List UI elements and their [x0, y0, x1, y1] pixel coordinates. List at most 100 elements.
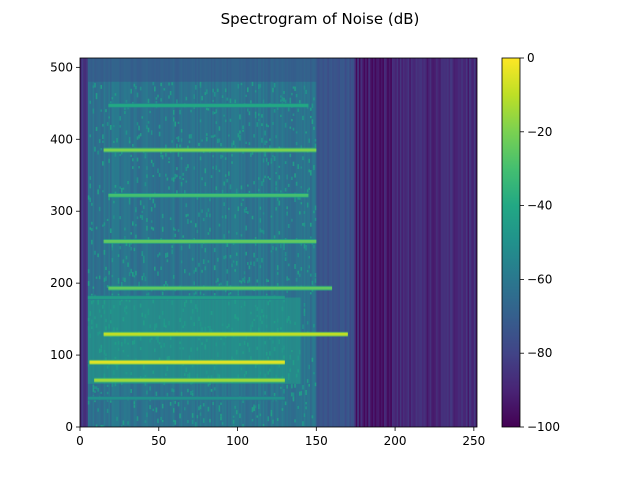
heatmap-speckle: [182, 172, 185, 176]
heatmap-speckle: [188, 272, 191, 276]
heatmap-speckle: [160, 266, 163, 270]
heatmap-speckle: [206, 107, 209, 111]
heatmap-speckle: [122, 187, 125, 190]
y-tick-label: 200: [50, 276, 73, 290]
heatmap-speckle: [100, 109, 103, 112]
heatmap-speckle: [187, 420, 190, 424]
heatmap-speckle: [98, 275, 102, 280]
heatmap-speckle: [146, 293, 149, 297]
heatmap-speckle: [183, 407, 187, 411]
heatmap-speckle: [264, 175, 267, 179]
heatmap-speckle: [91, 293, 94, 297]
heatmap-speckle: [262, 99, 265, 104]
heatmap-column: [102, 58, 105, 427]
heatmap-speckle: [232, 424, 235, 427]
heatmap-speckle: [286, 384, 289, 389]
heatmap-column: [86, 58, 89, 427]
heatmap-speckle: [124, 277, 127, 283]
heatmap-speckle: [125, 99, 128, 103]
heatmap-speckle: [94, 400, 97, 403]
heatmap-speckle: [174, 121, 177, 127]
heatmap-speckle: [106, 391, 109, 395]
heatmap-speckle: [308, 169, 311, 173]
heatmap-speckle: [246, 87, 250, 93]
heatmap-speckle: [313, 164, 316, 168]
heatmap-speckle: [150, 226, 154, 230]
heatmap-speckle: [136, 136, 139, 140]
heatmap-speckle: [195, 223, 198, 228]
heatmap-speckle: [259, 218, 262, 223]
tonal-line: [94, 378, 285, 382]
heatmap-speckle: [259, 228, 262, 233]
heatmap-speckle: [256, 279, 259, 283]
heatmap-speckle: [114, 152, 117, 157]
heatmap-speckle: [152, 81, 155, 86]
heatmap-column: [473, 58, 477, 427]
heatmap-speckle: [272, 87, 275, 93]
heatmap-speckle: [183, 190, 187, 196]
heatmap-speckle: [212, 135, 215, 138]
heatmap-speckle: [310, 273, 313, 277]
heatmap-column: [470, 58, 473, 427]
heatmap-speckle: [95, 126, 98, 131]
x-tick-label: 150: [305, 434, 328, 448]
x-tick-label: 50: [151, 434, 166, 448]
heatmap-speckle: [131, 166, 135, 169]
heatmap-speckle: [240, 185, 243, 190]
heatmap-speckle: [280, 190, 283, 193]
heatmap-speckle: [218, 223, 221, 227]
heatmap-speckle: [111, 382, 114, 387]
heatmap-speckle: [270, 158, 273, 162]
heatmap-speckle: [253, 406, 256, 412]
heatmap-speckle: [278, 165, 281, 168]
heatmap-speckle: [297, 270, 300, 275]
x-tick-label: 0: [76, 434, 84, 448]
heatmap-column: [436, 58, 439, 427]
heatmap-column: [431, 58, 434, 427]
heatmap-speckle: [302, 421, 305, 425]
heatmap-speckle: [155, 407, 158, 413]
heatmap-column: [396, 58, 399, 427]
heatmap-speckle: [245, 206, 248, 211]
heatmap-column: [346, 58, 349, 427]
heatmap-speckle: [287, 106, 291, 112]
heatmap-speckle: [245, 251, 248, 256]
heatmap-speckle: [157, 94, 160, 98]
heatmap-speckle: [138, 281, 141, 287]
heatmap-speckle: [127, 262, 130, 267]
heatmap-speckle: [284, 237, 287, 241]
heatmap-column: [395, 58, 398, 427]
heatmap-speckle: [213, 111, 217, 115]
heatmap-column: [316, 58, 319, 427]
heatmap-speckle: [213, 134, 217, 137]
heatmap-speckle: [258, 113, 261, 116]
heatmap-speckle: [228, 230, 231, 234]
heatmap-speckle: [103, 277, 106, 282]
heatmap-speckle: [130, 88, 133, 94]
heatmap-speckle: [193, 281, 196, 285]
heatmap-column: [467, 58, 470, 427]
heatmap-speckle: [116, 138, 119, 143]
heatmap-speckle: [294, 197, 297, 202]
heatmap-speckle: [201, 209, 204, 213]
heatmap-column: [97, 58, 100, 427]
heatmap-speckle: [231, 161, 234, 164]
heatmap-speckle: [232, 415, 235, 418]
heatmap-speckle: [250, 153, 253, 157]
heatmap-speckle: [114, 93, 117, 96]
heatmap-speckle: [128, 137, 132, 142]
heatmap-speckle: [141, 116, 144, 119]
heatmap-column: [412, 58, 415, 427]
x-axis-ticks: 0 50 100 150 200 250: [76, 427, 485, 448]
heatmap-speckle: [195, 421, 198, 427]
heatmap-speckle: [155, 97, 158, 100]
heatmap-column: [319, 58, 322, 427]
heatmap-column: [352, 58, 355, 427]
heatmap-column: [459, 58, 462, 427]
heatmap-speckle: [161, 155, 165, 160]
heatmap-speckle: [259, 206, 262, 210]
heatmap-speckle: [262, 230, 265, 235]
heatmap-speckle: [193, 94, 196, 99]
heatmap-speckle: [224, 157, 228, 160]
heatmap-speckle: [149, 405, 152, 410]
